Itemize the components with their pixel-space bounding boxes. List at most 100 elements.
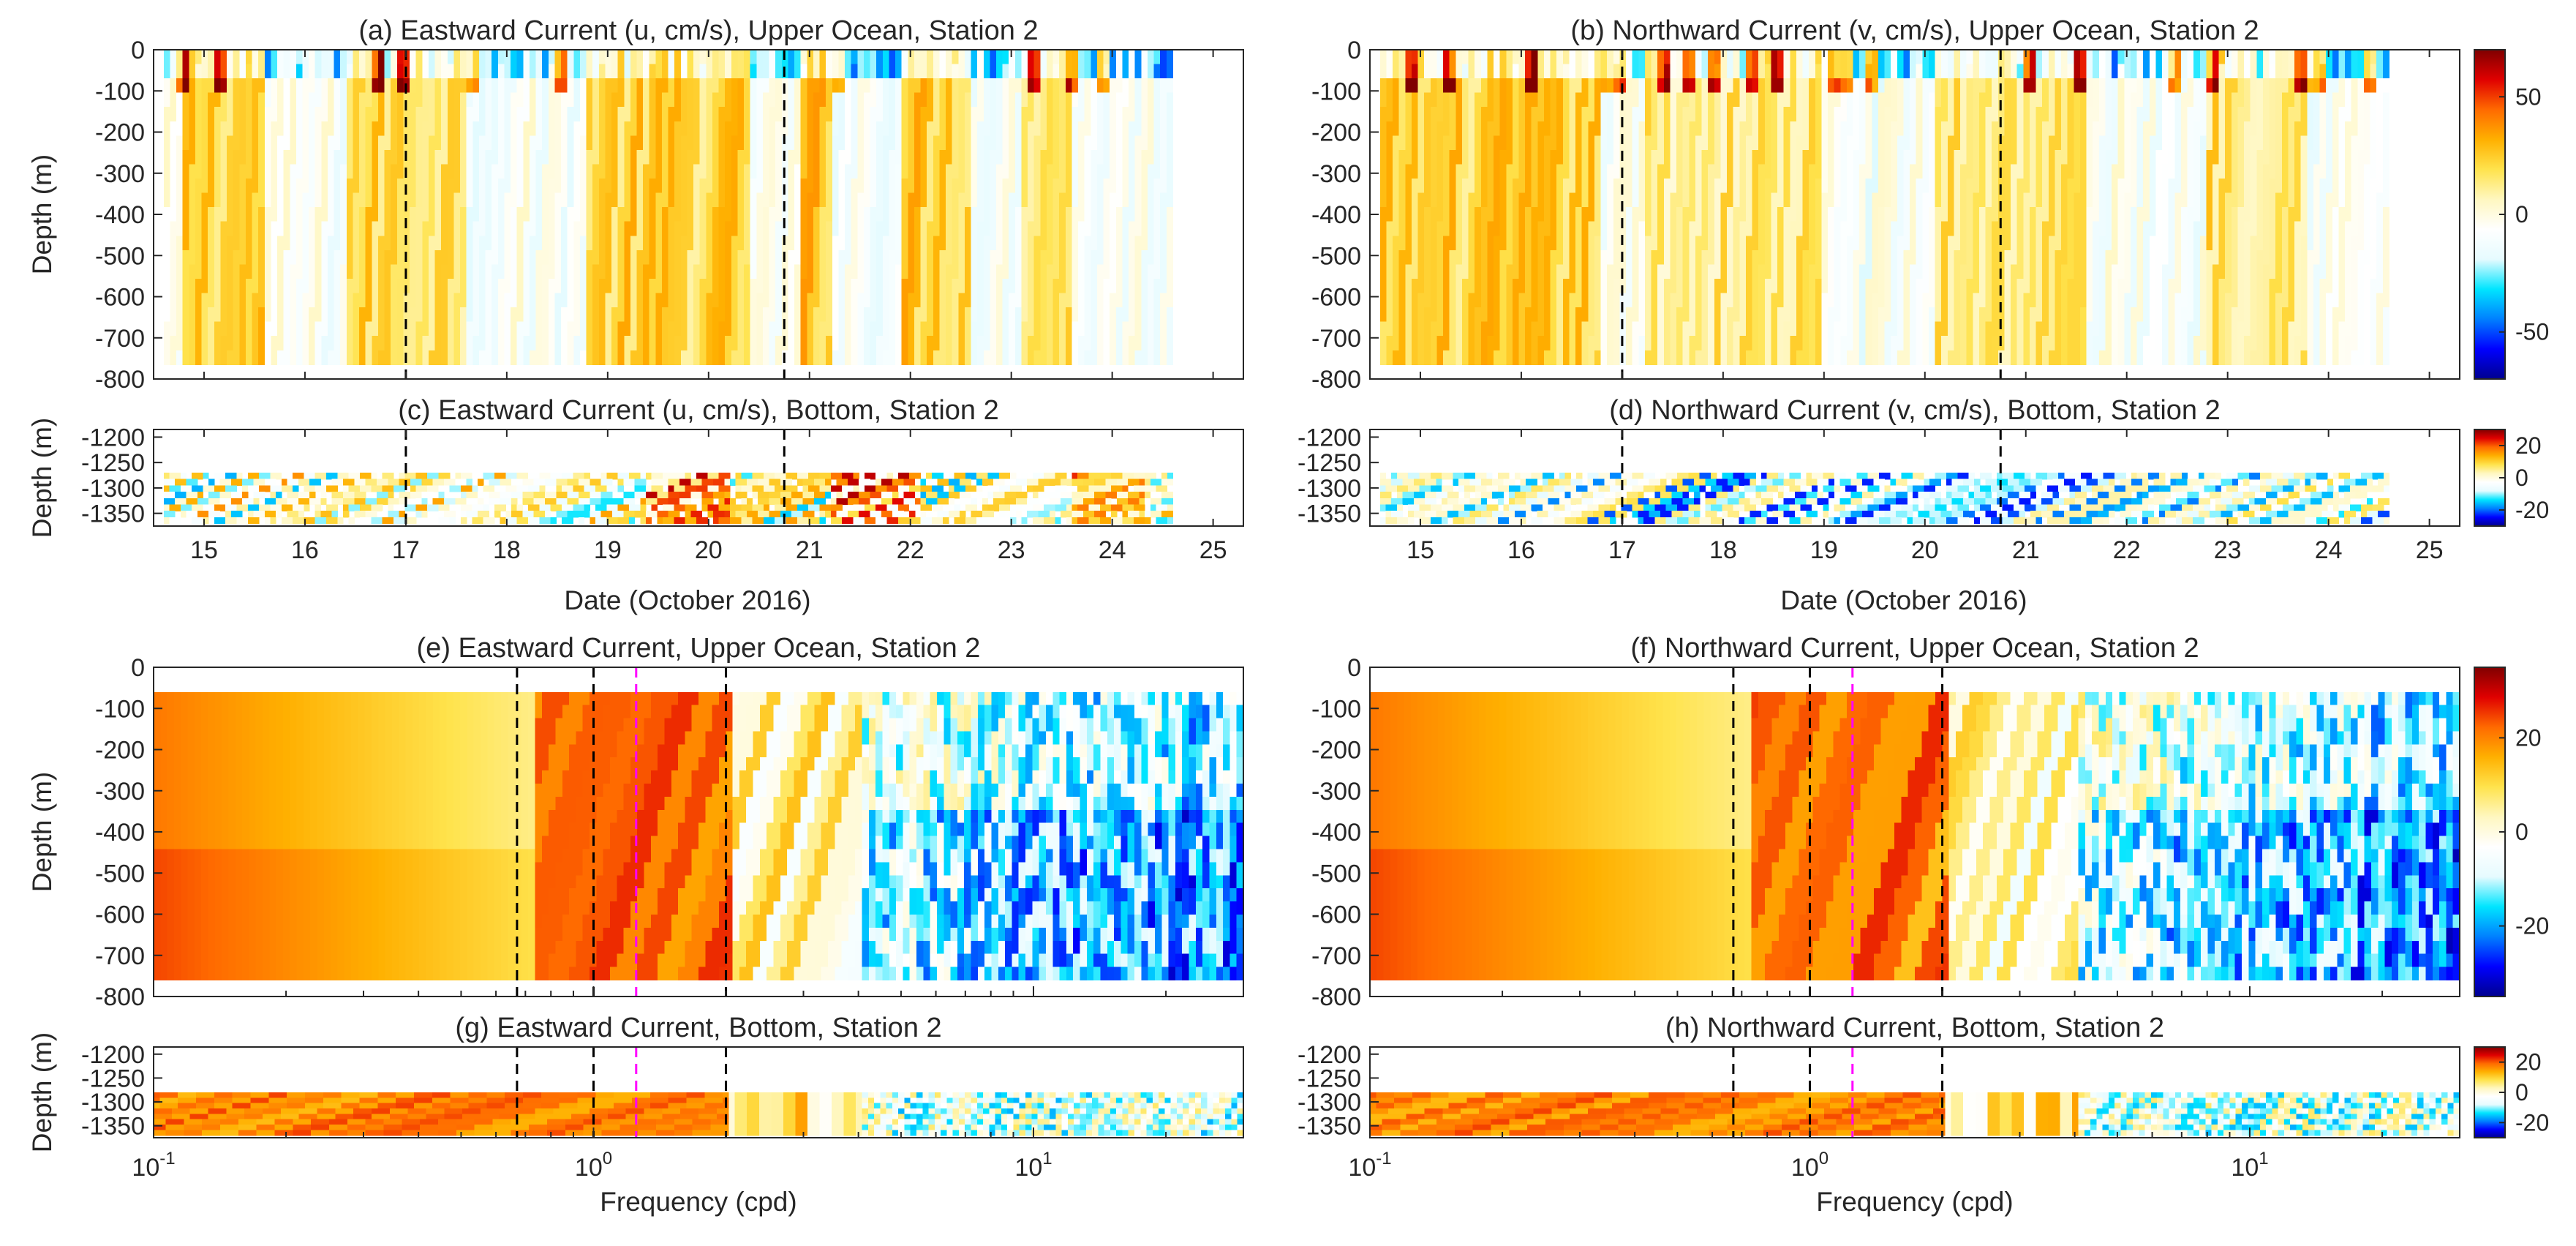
heatmap-cell (617, 121, 625, 136)
heatmap-cell (819, 249, 826, 265)
heatmap-cell (995, 336, 1003, 351)
ytick-label: -800 (95, 366, 145, 394)
heatmap-cell (1903, 50, 1910, 65)
heatmap-cell (1078, 92, 1085, 108)
heatmap-cell (283, 121, 290, 136)
heatmap-cell (1600, 50, 1608, 65)
heatmap-cell (1052, 293, 1060, 308)
heatmap-cell (233, 293, 240, 308)
heatmap-cell (1160, 78, 1167, 94)
heatmap-cell (1021, 149, 1028, 165)
heatmap-cell (189, 121, 196, 136)
heatmap-cell (1398, 149, 1406, 165)
heatmap-cell (2212, 135, 2220, 151)
heatmap-cell (807, 249, 814, 265)
heatmap-cell (731, 192, 739, 208)
heatmap-cell (1790, 149, 1797, 165)
heatmap-cell (529, 350, 537, 365)
heatmap-cell (807, 236, 814, 251)
heatmap-cell (901, 179, 908, 194)
heatmap-cell (346, 350, 354, 365)
heatmap-cell (478, 293, 486, 308)
heatmap-cell (227, 92, 234, 108)
heatmap-cell (548, 107, 555, 122)
heatmap-cell (1859, 50, 1867, 65)
heatmap-cell (422, 164, 429, 179)
heatmap-cell (636, 179, 644, 194)
heatmap-cell (1846, 50, 1854, 65)
heatmap-cell (220, 107, 227, 122)
heatmap-cell (889, 221, 896, 236)
heatmap-cell (1588, 92, 1595, 108)
heatmap-cell (983, 264, 990, 279)
heatmap-cell (769, 107, 776, 122)
heatmap-cell (478, 149, 486, 165)
heatmap-cell (2079, 50, 2087, 65)
heatmap-cell (725, 164, 732, 179)
heatmap-cell (422, 249, 429, 265)
heatmap-cell (2093, 135, 2100, 151)
heatmap-cell (2074, 50, 2081, 65)
heatmap-cell (2244, 135, 2251, 151)
heatmap-cell (561, 336, 568, 351)
heatmap-cell (441, 192, 448, 208)
heatmap-cell (428, 264, 436, 279)
heatmap-cell (1884, 78, 1891, 94)
heatmap-cell (863, 192, 871, 208)
heatmap-cell (1014, 64, 1023, 79)
heatmap-cell (1002, 64, 1009, 79)
heatmap-cell (882, 336, 889, 351)
heatmap-cell (1393, 78, 1400, 94)
heatmap-cell (258, 264, 265, 279)
heatmap-cell (586, 293, 593, 308)
heatmap-cell (511, 350, 518, 365)
heatmap-cell (415, 264, 423, 279)
heatmap-cell (327, 107, 335, 122)
heatmap-cell (1966, 149, 1973, 165)
heatmap-cell (1518, 64, 1526, 79)
heatmap-cell (1436, 107, 1444, 122)
heatmap-cell (920, 221, 927, 236)
heatmap-cell (1002, 293, 1009, 308)
heatmap-cell (952, 321, 959, 337)
heatmap-cell (1840, 64, 1848, 79)
heatmap-cell (472, 264, 480, 279)
heatmap-cell (1978, 164, 1986, 179)
heatmap-cell (794, 92, 802, 108)
heatmap-cell (1103, 64, 1110, 79)
heatmap-cell (1141, 221, 1148, 236)
heatmap-cell (1992, 121, 1999, 136)
heatmap-cell (592, 50, 600, 65)
heatmap-cell (863, 135, 871, 151)
heatmap-cell (1129, 236, 1136, 251)
heatmap-cell (971, 293, 978, 308)
heatmap-cell (2275, 64, 2283, 79)
heatmap-cell (214, 236, 221, 251)
heatmap-cell (391, 78, 398, 94)
heatmap-cell (428, 293, 436, 308)
heatmap-cell (838, 192, 846, 208)
heatmap-cell (952, 207, 959, 222)
heatmap-cell (447, 64, 455, 79)
heatmap-cell (1840, 135, 1848, 151)
heatmap-cell (781, 221, 789, 236)
heatmap-cell (245, 264, 253, 279)
heatmap-cell (592, 135, 600, 151)
heatmap-cell (2288, 121, 2295, 136)
heatmap-cell (845, 121, 852, 136)
heatmap-cell (1028, 107, 1035, 122)
heatmap-cell (2061, 107, 2068, 122)
heatmap-cell (1115, 278, 1123, 294)
heatmap-cell (769, 121, 776, 136)
heatmap-cell (958, 64, 965, 79)
heatmap-cell (309, 278, 316, 294)
heatmap-cell (252, 164, 259, 179)
heatmap-cell (1115, 207, 1123, 222)
heatmap-cell (410, 135, 417, 151)
heatmap-cell (163, 121, 171, 136)
heatmap-cell (1040, 207, 1047, 222)
heatmap-cell (516, 293, 524, 308)
heatmap-cell (598, 221, 606, 236)
heatmap-field (163, 50, 1174, 365)
heatmap-cell (1040, 321, 1047, 337)
